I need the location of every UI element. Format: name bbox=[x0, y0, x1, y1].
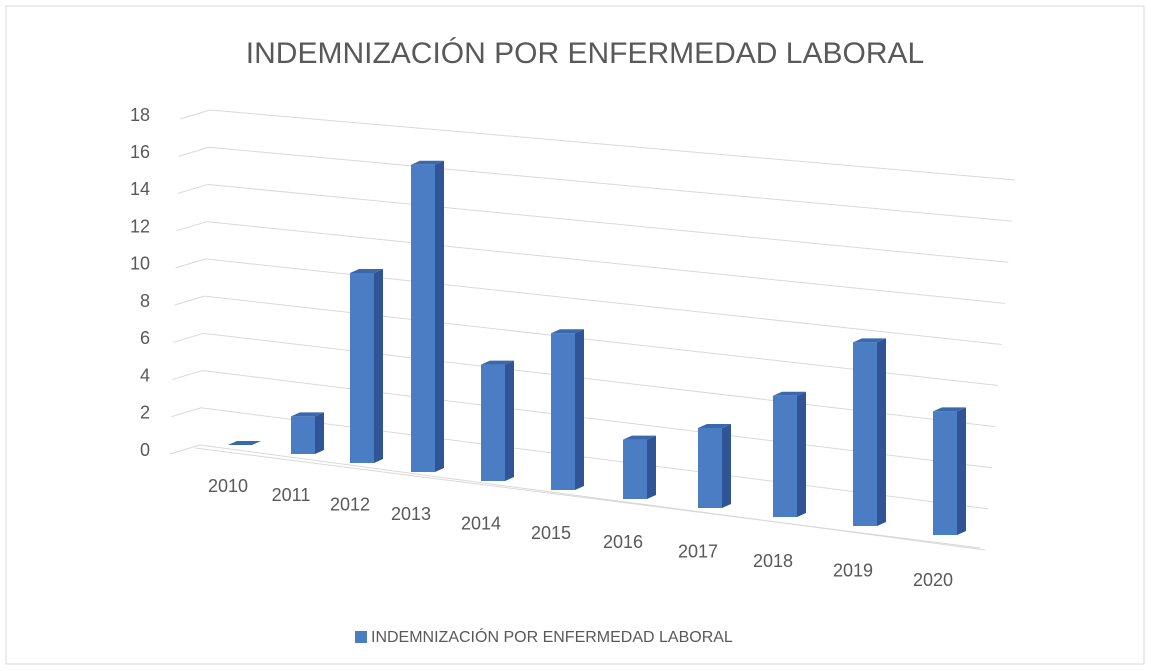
grid-line bbox=[207, 183, 1009, 263]
legend-label: INDEMNIZACIÓN POR ENFERMEDAD LABORAL bbox=[371, 627, 733, 646]
x-tick-label: 2019 bbox=[833, 560, 873, 580]
grid-line-side bbox=[175, 258, 206, 269]
floor-line bbox=[194, 447, 981, 549]
x-tick-label: 2013 bbox=[391, 504, 431, 524]
bar-top bbox=[551, 329, 584, 334]
grid-line-side bbox=[169, 444, 201, 455]
y-tick-label: 16 bbox=[130, 142, 150, 162]
grid-line-side bbox=[170, 407, 202, 418]
grid-line bbox=[206, 221, 1006, 304]
grid-line bbox=[208, 146, 1012, 222]
x-tick-label: 2015 bbox=[531, 523, 571, 543]
bar-side bbox=[435, 160, 444, 473]
bar-side bbox=[575, 329, 584, 490]
bar bbox=[291, 416, 315, 454]
grid-line-side bbox=[176, 221, 207, 232]
bar-top bbox=[228, 441, 261, 445]
y-tick-label: 12 bbox=[130, 216, 150, 236]
bar bbox=[698, 428, 722, 508]
bar-group bbox=[350, 269, 383, 463]
grid-line-side bbox=[177, 183, 208, 194]
bar-group bbox=[411, 160, 444, 473]
bar-side bbox=[505, 360, 514, 481]
bar-group bbox=[551, 329, 584, 490]
bar-group bbox=[773, 391, 806, 517]
x-tick-label: 2020 bbox=[913, 570, 953, 590]
bar-side bbox=[374, 269, 383, 463]
bar bbox=[350, 273, 374, 463]
bar-side bbox=[647, 435, 656, 499]
bar-group bbox=[698, 424, 731, 508]
bar-group bbox=[623, 435, 656, 499]
y-tick-label: 6 bbox=[140, 328, 150, 348]
grid-line-side bbox=[178, 146, 210, 157]
bar-top bbox=[350, 269, 383, 273]
x-tick-label: 2018 bbox=[753, 551, 793, 571]
bar-top bbox=[853, 338, 886, 343]
grid-line-side bbox=[173, 332, 204, 343]
bar-side bbox=[877, 338, 886, 526]
x-tick-label: 2014 bbox=[461, 513, 501, 533]
grid-line bbox=[199, 444, 986, 551]
bar bbox=[411, 164, 435, 473]
bar bbox=[853, 342, 877, 526]
bar-top bbox=[481, 360, 514, 365]
bar-top bbox=[933, 407, 966, 412]
bar-group bbox=[853, 338, 886, 526]
bar-top bbox=[698, 424, 731, 428]
chart-title: INDEMNIZACIÓN POR ENFERMEDAD LABORAL bbox=[246, 37, 924, 70]
bar bbox=[551, 333, 575, 490]
x-tick-label: 2012 bbox=[330, 495, 370, 515]
x-tick-label: 2011 bbox=[272, 485, 311, 505]
grid-line bbox=[209, 109, 1016, 181]
bar-group bbox=[228, 441, 261, 445]
bar-top bbox=[773, 391, 806, 396]
grid-line-side bbox=[172, 370, 203, 381]
grid-line-side bbox=[174, 295, 205, 306]
bar-side bbox=[957, 407, 966, 535]
bar-side bbox=[315, 412, 324, 454]
bar-group bbox=[291, 412, 324, 454]
y-tick-label: 0 bbox=[140, 440, 150, 460]
bar-top bbox=[411, 160, 444, 165]
grid-line-side bbox=[179, 109, 211, 120]
bar-side bbox=[797, 391, 806, 517]
y-tick-label: 4 bbox=[140, 365, 150, 385]
bar-group bbox=[933, 407, 966, 535]
x-tick-label: 2016 bbox=[603, 532, 643, 552]
bar-top bbox=[623, 435, 656, 440]
y-tick-label: 18 bbox=[130, 105, 150, 125]
y-tick-label: 8 bbox=[140, 291, 150, 311]
bar-top bbox=[291, 412, 324, 417]
bar bbox=[623, 439, 647, 499]
y-tick-label: 2 bbox=[140, 403, 150, 423]
bar bbox=[481, 364, 505, 481]
x-tick-label: 2010 bbox=[208, 476, 248, 496]
grid-line bbox=[205, 258, 1002, 345]
y-tick-label: 10 bbox=[130, 254, 150, 274]
bar-group bbox=[481, 360, 514, 481]
bar bbox=[933, 411, 957, 535]
bar bbox=[773, 395, 797, 517]
legend-swatch bbox=[355, 631, 367, 643]
y-tick-label: 14 bbox=[130, 179, 150, 199]
bar-side bbox=[722, 424, 731, 508]
x-tick-label: 2017 bbox=[678, 542, 718, 562]
